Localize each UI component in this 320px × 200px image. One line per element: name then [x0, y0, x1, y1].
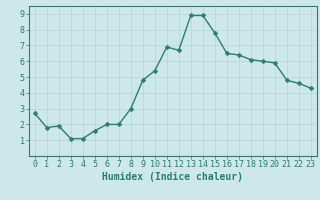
X-axis label: Humidex (Indice chaleur): Humidex (Indice chaleur): [102, 172, 243, 182]
